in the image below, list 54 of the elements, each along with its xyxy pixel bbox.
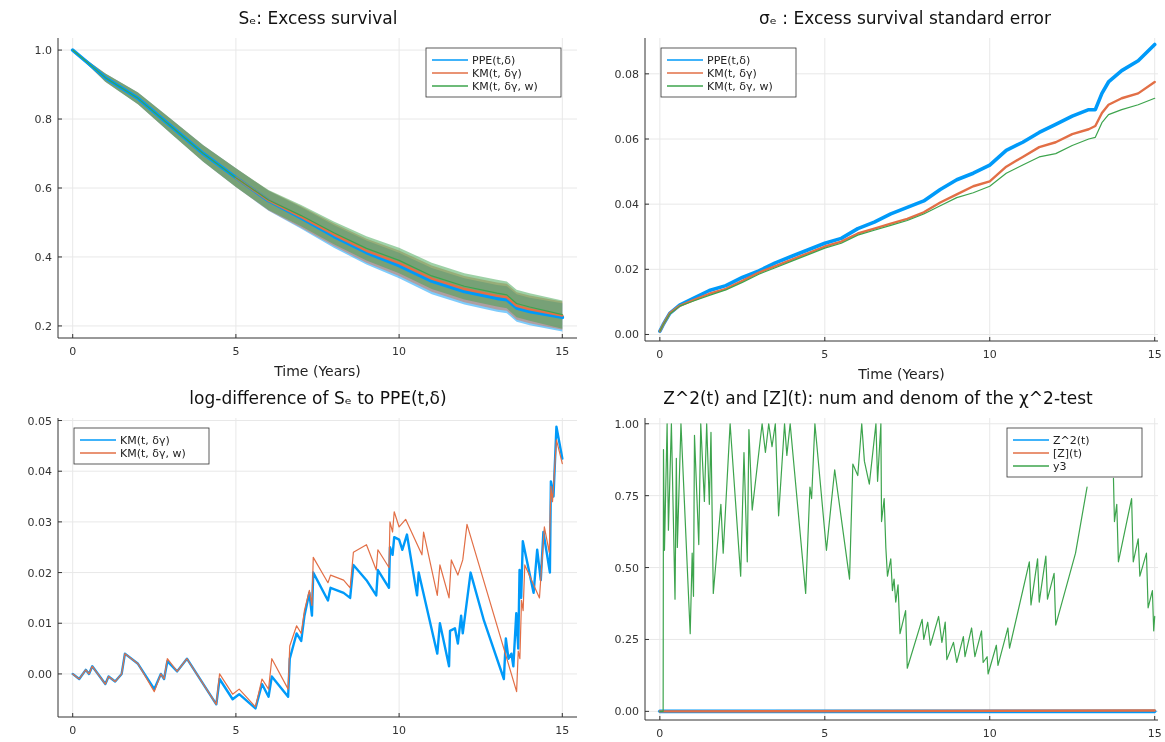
y-tick-label: 0.01 bbox=[27, 617, 52, 631]
chart-title: Sₑ: Excess survival bbox=[238, 8, 398, 28]
legend-label: y3 bbox=[1053, 460, 1067, 473]
x-tick-label: 5 bbox=[821, 727, 829, 740]
x-axis-title: Time (Years) bbox=[273, 363, 361, 379]
y-tick-label: 0.00 bbox=[614, 328, 639, 342]
y-tick-label: 0.25 bbox=[614, 633, 639, 647]
legend-label: [Z](t) bbox=[1053, 447, 1083, 460]
chart-title: Z^2(t) and [Z](t): num and denom of the χ^2-test bbox=[663, 388, 1094, 408]
y-tick-label: 0.50 bbox=[614, 561, 639, 575]
y-tick-label: 0.8 bbox=[34, 113, 52, 127]
legend-label: KM(t, δγ) bbox=[707, 67, 757, 80]
y-tick-label: 0.75 bbox=[614, 489, 639, 503]
y-tick-label: 0.00 bbox=[27, 667, 52, 681]
y-tick-label: 0.4 bbox=[34, 250, 52, 264]
y-tick-label: 0.06 bbox=[614, 133, 639, 146]
y-tick-label: 0.04 bbox=[614, 198, 639, 212]
y-tick-label: 0.6 bbox=[34, 182, 52, 195]
x-tick-label: 5 bbox=[232, 724, 240, 737]
legend-label: KM(t, δγ, w) bbox=[707, 80, 773, 93]
legend-label: PPE(t,δ) bbox=[707, 54, 751, 67]
y-tick-label: 0.04 bbox=[27, 465, 52, 479]
x-tick-label: 0 bbox=[69, 724, 77, 737]
x-tick-label: 10 bbox=[392, 724, 407, 737]
legend-label: KM(t, δγ) bbox=[472, 67, 522, 80]
chart-title: σₑ : Excess survival standard error bbox=[759, 8, 1051, 28]
chart-title: log-difference of Sₑ to PPE(t,δ) bbox=[189, 388, 447, 408]
y-tick-label: 0.08 bbox=[614, 67, 639, 81]
x-tick-label: 10 bbox=[982, 348, 997, 361]
x-tick-label: 15 bbox=[1147, 727, 1162, 740]
x-tick-label: 5 bbox=[232, 345, 240, 358]
y-tick-label: 1.00 bbox=[614, 417, 639, 431]
x-tick-label: 0 bbox=[656, 348, 664, 361]
x-tick-label: 5 bbox=[821, 348, 829, 361]
legend-label: Z^2(t) bbox=[1053, 434, 1090, 447]
x-tick-label: 15 bbox=[555, 345, 570, 358]
x-tick-label: 15 bbox=[1147, 348, 1162, 361]
y-tick-label: 0.02 bbox=[27, 566, 52, 580]
legend-label: PPE(t,δ) bbox=[472, 54, 516, 67]
x-tick-label: 15 bbox=[555, 724, 570, 737]
x-tick-label: 0 bbox=[656, 727, 664, 740]
legend-label: KM(t, δγ) bbox=[120, 434, 170, 447]
y-tick-label: 1.0 bbox=[34, 44, 52, 58]
legend-label: KM(t, δγ, w) bbox=[120, 447, 186, 460]
x-tick-label: 10 bbox=[982, 727, 997, 740]
y-tick-label: 0.02 bbox=[614, 263, 639, 277]
y-tick-label: 0.00 bbox=[614, 705, 639, 719]
y-tick-label: 0.05 bbox=[27, 414, 52, 428]
x-tick-label: 10 bbox=[392, 345, 407, 358]
y-tick-label: 0.2 bbox=[34, 319, 52, 333]
y-tick-label: 0.03 bbox=[27, 515, 52, 529]
x-axis-title: Time (Years) bbox=[857, 366, 945, 382]
x-tick-label: 0 bbox=[69, 345, 77, 358]
legend-label: KM(t, δγ, w) bbox=[472, 80, 538, 93]
